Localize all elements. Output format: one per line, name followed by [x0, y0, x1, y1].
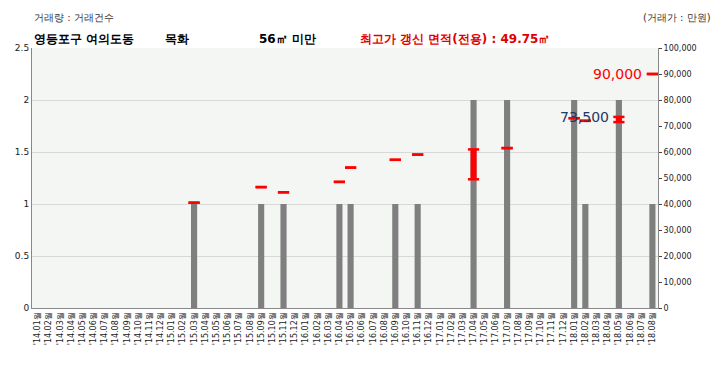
svg-text:'15.02월: '15.02월	[179, 312, 188, 345]
svg-text:최고가 갱신 면적(전용) : 49.75㎡: 최고가 갱신 면적(전용) : 49.75㎡	[360, 32, 550, 46]
svg-text:'14.02월: '14.02월	[44, 312, 53, 345]
svg-text:0: 0	[664, 304, 669, 313]
svg-text:90,000: 90,000	[593, 66, 642, 82]
svg-text:'14.04월: '14.04월	[67, 312, 76, 345]
svg-text:'15.08월: '15.08월	[246, 312, 255, 345]
svg-text:'15.09월: '15.09월	[257, 312, 266, 345]
svg-text:'16.04월: '16.04월	[335, 312, 344, 345]
svg-text:'18.03월: '18.03월	[592, 312, 601, 345]
svg-text:'16.06월: '16.06월	[357, 312, 366, 345]
svg-text:'18.08월: '18.08월	[648, 312, 657, 345]
svg-text:'14.08월: '14.08월	[111, 312, 120, 345]
svg-text:'14.07월: '14.07월	[100, 312, 109, 345]
svg-text:'18.07월: '18.07월	[637, 312, 646, 345]
svg-text:'18.06월: '18.06월	[626, 312, 635, 345]
svg-text:0: 0	[23, 303, 29, 313]
svg-text:40,000: 40,000	[664, 200, 692, 209]
svg-text:60,000: 60,000	[664, 148, 692, 157]
svg-text:'17.12월: '17.12월	[559, 312, 568, 345]
svg-text:'17.03월: '17.03월	[458, 312, 467, 345]
svg-text:'16.03월: '16.03월	[324, 312, 333, 345]
svg-text:'17.07월: '17.07월	[503, 312, 512, 345]
svg-text:'18.05월: '18.05월	[614, 312, 623, 345]
svg-text:'15.01월: '15.01월	[167, 312, 176, 345]
svg-text:50,000: 50,000	[664, 174, 692, 183]
svg-text:'18.04월: '18.04월	[603, 312, 612, 345]
svg-text:2.5: 2.5	[15, 43, 29, 53]
svg-text:'16.08월: '16.08월	[380, 312, 389, 345]
svg-text:'17.11월: '17.11월	[547, 312, 556, 345]
svg-text:(거래가 : 만원): (거래가 : 만원)	[643, 12, 711, 23]
svg-text:'18.02월: '18.02월	[581, 312, 590, 345]
svg-text:'14.05월: '14.05월	[78, 312, 87, 345]
svg-text:100,000: 100,000	[664, 44, 697, 53]
svg-text:70,000: 70,000	[664, 122, 692, 131]
svg-text:'17.04월: '17.04월	[469, 312, 478, 345]
svg-text:2: 2	[23, 95, 29, 105]
svg-text:'16.10월: '16.10월	[402, 312, 411, 345]
svg-text:'15.04월: '15.04월	[201, 312, 210, 345]
svg-text:'17.08월: '17.08월	[514, 312, 523, 345]
svg-text:'17.01월: '17.01월	[436, 312, 445, 345]
svg-text:거래량 : 거래건수: 거래량 : 거래건수	[34, 12, 114, 23]
svg-text:'16.09월: '16.09월	[391, 312, 400, 345]
svg-text:73,500: 73,500	[560, 109, 609, 125]
svg-text:'15.07월: '15.07월	[234, 312, 243, 345]
svg-text:'14.01월: '14.01월	[33, 312, 42, 345]
svg-text:'14.03월: '14.03월	[56, 312, 65, 345]
svg-text:80,000: 80,000	[664, 96, 692, 105]
svg-text:'16.12월: '16.12월	[424, 312, 433, 345]
svg-text:목화: 목화	[165, 32, 189, 46]
svg-text:'15.12월: '15.12월	[290, 312, 299, 345]
svg-text:10,000: 10,000	[664, 278, 692, 287]
svg-text:'17.09월: '17.09월	[525, 312, 534, 345]
svg-text:'18.01월: '18.01월	[570, 312, 579, 345]
svg-text:'16.07월: '16.07월	[369, 312, 378, 345]
svg-text:'16.01월: '16.01월	[301, 312, 310, 345]
svg-text:'14.10월: '14.10월	[134, 312, 143, 345]
svg-text:20,000: 20,000	[664, 252, 692, 261]
svg-text:'14.12월: '14.12월	[156, 312, 165, 345]
svg-text:'14.09월: '14.09월	[123, 312, 132, 345]
svg-text:56㎡ 미만: 56㎡ 미만	[259, 32, 316, 46]
svg-text:1: 1	[23, 199, 29, 209]
svg-text:0.5: 0.5	[15, 251, 29, 261]
svg-text:1.5: 1.5	[15, 147, 29, 157]
svg-text:'14.06월: '14.06월	[89, 312, 98, 345]
svg-text:'17.10월: '17.10월	[536, 312, 545, 345]
svg-text:'15.06월: '15.06월	[223, 312, 232, 345]
svg-text:'15.11월: '15.11월	[279, 312, 288, 345]
svg-text:'15.05월: '15.05월	[212, 312, 221, 345]
svg-text:30,000: 30,000	[664, 226, 692, 235]
svg-text:영등포구 여의도동: 영등포구 여의도동	[34, 32, 134, 46]
svg-text:'16.11월: '16.11월	[413, 312, 422, 345]
svg-text:'15.03월: '15.03월	[190, 312, 199, 345]
svg-text:'17.02월: '17.02월	[447, 312, 456, 345]
svg-text:'14.11월: '14.11월	[145, 312, 154, 345]
svg-text:'17.05월: '17.05월	[480, 312, 489, 345]
svg-text:90,000: 90,000	[664, 70, 692, 79]
svg-text:'15.10월: '15.10월	[268, 312, 277, 345]
svg-text:'16.02월: '16.02월	[313, 312, 322, 345]
svg-text:'17.06월: '17.06월	[492, 312, 501, 345]
svg-text:'16.05월: '16.05월	[346, 312, 355, 345]
